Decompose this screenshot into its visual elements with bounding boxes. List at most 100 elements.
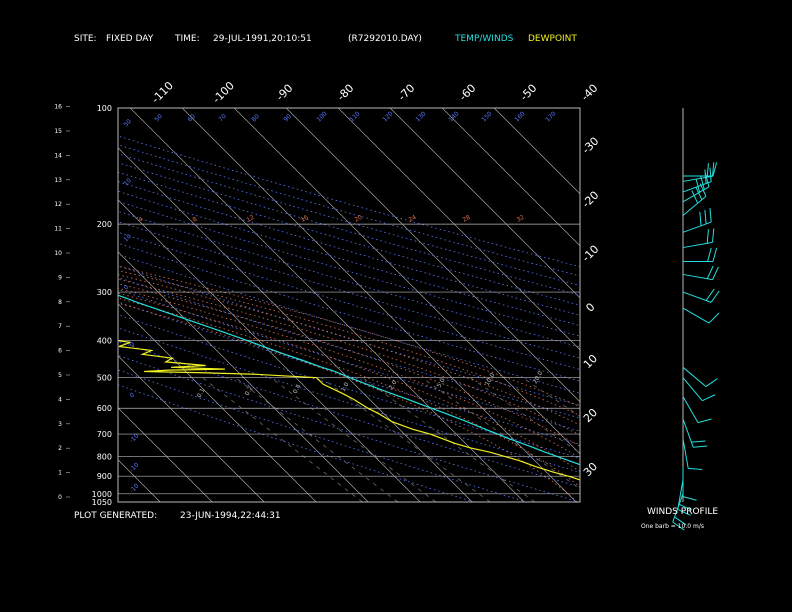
- mixing-ratio-label: 5.0: [436, 377, 447, 389]
- height-tick-label: 16: [54, 104, 62, 111]
- mixing-ratio-line: [522, 377, 580, 417]
- height-tick-label: 6: [58, 348, 62, 355]
- height-tick-label: 7: [58, 323, 62, 330]
- wind-barb-flag: [674, 516, 687, 526]
- wind-barb-flag: [707, 247, 712, 262]
- wind-barb: [682, 377, 703, 401]
- wind-barb-flag: [691, 190, 699, 204]
- winds-title: WINDS PROFILE: [647, 507, 718, 517]
- isotherm-top-label: -60: [457, 82, 479, 104]
- dry-adiabat-line: [118, 369, 527, 502]
- wind-barb-flag: [704, 173, 710, 187]
- dry-adiabat-label: 80: [250, 113, 260, 123]
- dry-adiabat-label: 0: [128, 341, 136, 349]
- dry-adiabat-label: 100: [315, 110, 328, 123]
- moist-adiabat-line: [118, 292, 580, 472]
- mixing-ratio-line: [470, 377, 580, 454]
- isotherm-top-label: -50: [518, 82, 540, 104]
- dry-adiabat-label: 140: [447, 110, 460, 123]
- wind-barb-flag: [706, 163, 709, 178]
- isotherm-right-label: 30: [581, 460, 600, 479]
- dry-adiabat-label: 70: [217, 113, 227, 123]
- dry-adiabat-label: 110: [348, 110, 361, 123]
- wind-barb: [682, 307, 710, 324]
- isotherm-line: [233, 108, 580, 455]
- dry-adiabat-label: 150: [480, 110, 493, 123]
- wind-barb: [682, 221, 712, 233]
- dry-adiabat-label: -10: [128, 482, 140, 494]
- plot-frame: [117, 107, 581, 503]
- moist-adiabat-line: [118, 297, 580, 488]
- isotherm-top-label: -100: [210, 79, 237, 106]
- pressure-tick-label: 1050: [92, 498, 112, 507]
- isotherm-right-label: 20: [581, 406, 600, 425]
- site-label: SITE:: [74, 34, 97, 44]
- wind-barb: [682, 175, 713, 182]
- dry-adiabat-line: [118, 265, 580, 406]
- dry-adiabat-line: [118, 384, 475, 502]
- pressure-tick-label: 500: [97, 374, 112, 383]
- dry-adiabat-label: 0: [128, 392, 136, 400]
- wind-barb-flag: [677, 508, 691, 516]
- dry-adiabat-line: [118, 190, 580, 327]
- isotherm-top-label: -90: [274, 82, 296, 104]
- moist-adiabat-line: [118, 265, 580, 407]
- pressure-tick-label: 700: [97, 430, 112, 439]
- dry-adiabat-label: 60: [186, 113, 196, 123]
- moist-adiabat-line: [118, 283, 580, 447]
- dry-adiabat-line: [118, 181, 580, 316]
- wind-barb-flag: [705, 288, 715, 301]
- isotherm-line: [129, 108, 525, 502]
- moist-adiabat-label: 24: [408, 214, 418, 224]
- dry-adiabat-line: [118, 221, 580, 359]
- wind-barb-flag: [712, 228, 715, 243]
- mixing-ratio-label: 10.0: [484, 372, 497, 387]
- time-value: 29-JUL-1991,20:10:51: [213, 34, 312, 44]
- dry-adiabat-line: [118, 314, 580, 459]
- site-value: FIXED DAY: [106, 34, 154, 44]
- mixing-ratio-line: [321, 377, 491, 502]
- moist-adiabat-line: [118, 302, 578, 502]
- wind-barb-flag: [709, 208, 712, 223]
- legend-temp: TEMP/WINDS: [454, 34, 514, 44]
- moist-adiabat-label: 32: [516, 214, 526, 224]
- wind-barb-flag: [700, 175, 705, 190]
- isotherm-line: [0, 108, 108, 502]
- wind-barb: [682, 241, 713, 249]
- height-tick-label: 2: [58, 445, 62, 452]
- moist-adiabat-line: [118, 274, 580, 426]
- dry-adiabat-label: 170: [544, 110, 557, 123]
- moist-adiabat-label: 28: [462, 214, 472, 224]
- wind-barb: [682, 366, 707, 387]
- wind-barb-flag: [695, 178, 701, 193]
- dry-adiabat-label: 50: [122, 118, 132, 128]
- wind-barb: [682, 291, 712, 303]
- wind-barb-flag: [704, 169, 707, 184]
- temperature-profile: [118, 294, 580, 466]
- dry-adiabat-label: 130: [414, 110, 427, 123]
- height-tick-label: 12: [54, 201, 62, 208]
- dewpoint-profile: [118, 340, 580, 481]
- mixing-ratio-line: [270, 377, 437, 502]
- pressure-tick-label: 600: [97, 404, 112, 413]
- isotherm-line: [337, 108, 580, 351]
- dry-adiabat-label: 90: [282, 113, 292, 123]
- wind-barb-flag: [706, 265, 714, 279]
- wind-barb-flag: [697, 418, 712, 424]
- wind-barb-flag: [712, 162, 718, 177]
- wind-barb: [682, 418, 694, 448]
- wind-barb-flag: [712, 266, 719, 280]
- isotherm-right-label: 10: [581, 352, 600, 371]
- time-label: TIME:: [174, 34, 200, 44]
- wind-barb-flag: [709, 167, 712, 182]
- wind-barb-flag: [691, 440, 706, 443]
- mixing-ratio-line: [362, 377, 536, 502]
- isotherm-line: [181, 108, 577, 502]
- mixing-ratio-label: 0.1: [196, 387, 207, 399]
- mixing-ratio-label: 2.0: [388, 379, 399, 391]
- height-tick-label: 11: [54, 226, 62, 233]
- plot-generated-label: PLOT GENERATED:: [74, 511, 157, 521]
- wind-barb-flag: [705, 378, 718, 388]
- file-id: (R7292010.DAY): [348, 34, 422, 44]
- wind-barb-flag: [699, 183, 707, 197]
